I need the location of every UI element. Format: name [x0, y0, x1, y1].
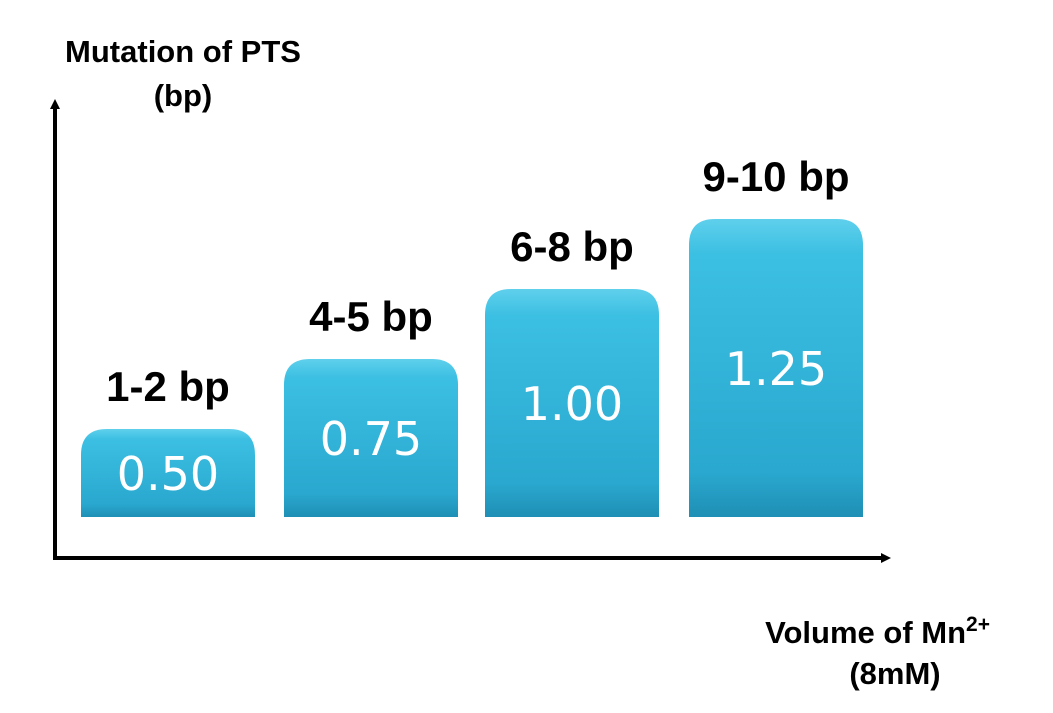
x-axis-label-unit: (8mM)	[849, 656, 940, 691]
bar-1	[81, 429, 255, 517]
y-axis-label: Mutation of PTS	[65, 34, 301, 69]
bar-4	[689, 219, 863, 517]
bar-category-label: 1-2 bp	[106, 363, 230, 410]
bar-category-label: 9-10 bp	[702, 153, 849, 200]
bar-category-label: 6-8 bp	[510, 223, 634, 270]
bar-2	[284, 359, 458, 517]
bar-value-label: 1.00	[521, 377, 623, 431]
x-axis-label: Volume of Mn2+	[765, 613, 990, 650]
bar-value-label: 1.25	[725, 342, 827, 396]
bar-value-label: 0.50	[117, 447, 219, 501]
bar-3	[485, 289, 659, 517]
bar-value-label: 0.75	[320, 412, 422, 466]
bar-group: 0.50 1-2 bp 0.75 4-5 bp 1.00 6-8 bp 1.25 9-10 b…	[81, 153, 863, 517]
y-axis-label-unit: (bp)	[154, 78, 213, 113]
x-axis-label-superscript: 2+	[966, 613, 990, 636]
bar-category-label: 4-5 bp	[309, 293, 433, 340]
